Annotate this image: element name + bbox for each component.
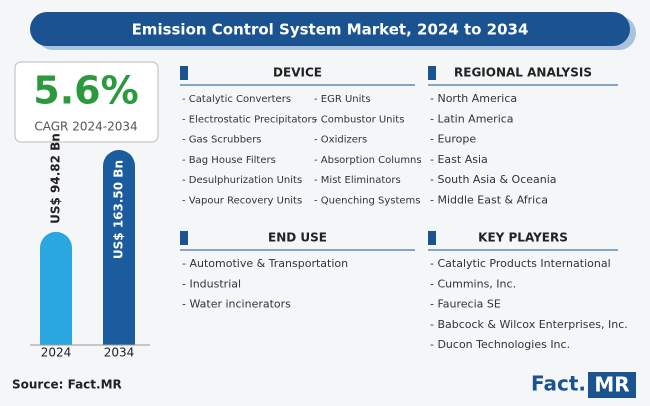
section-marker xyxy=(180,66,188,80)
section-marker xyxy=(428,231,436,245)
value-label: US$ 94.82 Bn xyxy=(49,133,63,224)
section-item: - Combustor Units xyxy=(314,114,404,125)
logo-accent: MR xyxy=(594,373,629,397)
section-item: - Water incinerators xyxy=(182,298,291,311)
section-item: - Desulphurization Units xyxy=(182,175,302,186)
section-item: - Absorption Columns xyxy=(314,155,422,166)
section-item: - Electrostatic Precipitators xyxy=(182,114,317,125)
section-item: - Oxidizers xyxy=(314,135,367,146)
bar xyxy=(40,231,72,345)
section-item: - Cummins, Inc. xyxy=(430,277,516,290)
logo-box xyxy=(588,372,636,398)
cagr-box xyxy=(14,61,159,143)
title: Emission Control System Market, 2024 to … xyxy=(132,21,529,39)
section-item: - Europe xyxy=(430,133,476,146)
section-item: - Catalytic Products International xyxy=(430,257,611,270)
section-item: - Babcock & Wilcox Enterprises, Inc. xyxy=(430,318,628,331)
x-tick-label: 2024 xyxy=(41,346,72,360)
section-item: - Automotive & Transportation xyxy=(182,257,348,270)
section-item: - Middle East & Africa xyxy=(430,194,548,207)
section-marker xyxy=(428,66,436,80)
section-item: - South Asia & Oceania xyxy=(430,173,557,186)
section-item: - East Asia xyxy=(430,153,488,166)
cagr-label: CAGR 2024-2034 xyxy=(34,120,137,134)
section-title: KEY PLAYERS xyxy=(478,231,568,245)
section-marker xyxy=(180,231,188,245)
section-item: - Latin America xyxy=(430,112,514,125)
section-item: - Ducon Technologies Inc. xyxy=(430,338,570,351)
section-item: - Bag House Filters xyxy=(182,155,276,166)
section-item: - North America xyxy=(430,92,517,105)
x-tick-label: 2034 xyxy=(104,346,135,360)
title-banner xyxy=(30,12,630,46)
section-title: REGIONAL ANALYSIS xyxy=(454,66,592,80)
value-label: US$ 163.50 Bn xyxy=(112,160,126,259)
section-item: - Faurecia SE xyxy=(430,298,501,311)
section-item: - Mist Eliminators xyxy=(314,175,401,186)
section-item: - Catalytic Converters xyxy=(182,94,291,105)
section-item: - Vapour Recovery Units xyxy=(182,196,302,207)
section-item: - Quenching Systems xyxy=(314,196,420,207)
section-item: - Industrial xyxy=(182,277,241,290)
bar xyxy=(103,150,135,345)
section-title: END USE xyxy=(268,231,327,245)
section-item: - EGR Units xyxy=(314,94,371,105)
source: Source: Fact.MR xyxy=(12,378,122,392)
cagr-value: 5.6% xyxy=(33,69,138,113)
logo-main: Fact. xyxy=(531,372,586,396)
section-item: - Gas Scrubbers xyxy=(182,135,262,146)
section-title: DEVICE xyxy=(273,66,322,80)
